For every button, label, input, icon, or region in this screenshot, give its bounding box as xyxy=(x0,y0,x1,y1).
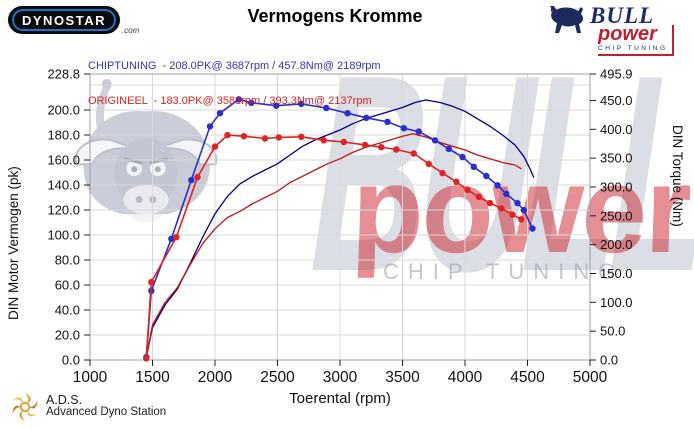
bullpower-logo: BULL power CHIP TUNING xyxy=(546,3,692,56)
svg-text:200.0: 200.0 xyxy=(47,103,80,118)
svg-text:160.0: 160.0 xyxy=(47,153,80,168)
y-axis-left-title: DIN Motor Vermogen (pk) xyxy=(6,166,21,320)
svg-text:1500: 1500 xyxy=(135,369,170,386)
svg-text:2500: 2500 xyxy=(260,369,295,386)
svg-text:228.8: 228.8 xyxy=(47,67,80,82)
svg-text:300.0: 300.0 xyxy=(600,179,633,194)
ads-name-text: Advanced Dyno Station xyxy=(46,406,167,418)
dynostar-logo-border xyxy=(12,9,116,31)
x-axis-title: Toerental (rpm) xyxy=(289,390,391,407)
svg-text:350.0: 350.0 xyxy=(600,151,633,166)
svg-text:100.0: 100.0 xyxy=(600,295,633,310)
svg-text:180.0: 180.0 xyxy=(47,128,80,143)
svg-text:60.0: 60.0 xyxy=(55,278,80,293)
bull-icon xyxy=(550,6,584,33)
svg-text:80.0: 80.0 xyxy=(55,253,80,268)
bullpower-brand-text: BULL xyxy=(590,3,655,28)
svg-text:0.0: 0.0 xyxy=(600,353,618,368)
svg-text:100.0: 100.0 xyxy=(47,228,80,243)
svg-text:200.0: 200.0 xyxy=(600,237,633,252)
svg-text:400.0: 400.0 xyxy=(600,122,633,137)
bullpower-sub-block: power CHIP TUNING xyxy=(598,23,674,56)
page-title: Vermogens Kromme xyxy=(247,6,423,26)
svg-text:4000: 4000 xyxy=(448,369,483,386)
svg-text:2000: 2000 xyxy=(198,369,233,386)
ads-abbr-text: A.D.S. xyxy=(46,393,83,407)
svg-text:250.0: 250.0 xyxy=(600,208,633,223)
svg-text:50.0: 50.0 xyxy=(600,324,625,339)
legend-origineel: ORIGINEEL - 183.0PK@ 3583rpm / 393.3Nm@ … xyxy=(88,94,372,107)
svg-text:5000: 5000 xyxy=(573,369,608,386)
ads-swirl-icon xyxy=(12,392,38,422)
svg-text:0.0: 0.0 xyxy=(62,353,80,368)
svg-text:3500: 3500 xyxy=(385,369,420,386)
svg-text:20.0: 20.0 xyxy=(55,328,80,343)
svg-text:4500: 4500 xyxy=(510,369,545,386)
svg-text:140.0: 140.0 xyxy=(47,178,80,193)
y-axis-right-title: DIN Torque (Nm) xyxy=(670,125,685,227)
dynostar-logo: DYNOSTAR xyxy=(8,6,120,34)
chart-legend: CHIPTUNING - 208.0PK@ 3687rpm / 457.8Nm@… xyxy=(88,38,381,130)
bullpower-tagline-text: CHIP TUNING xyxy=(598,45,668,52)
svg-text:40.0: 40.0 xyxy=(55,303,80,318)
dynostar-logo-suffix: .com xyxy=(122,26,140,35)
svg-text:495.9: 495.9 xyxy=(600,67,633,82)
svg-text:150.0: 150.0 xyxy=(600,266,633,281)
svg-text:120.0: 120.0 xyxy=(47,203,80,218)
svg-text:450.0: 450.0 xyxy=(600,93,633,108)
svg-text:3000: 3000 xyxy=(323,369,358,386)
legend-chiptuning: CHIPTUNING - 208.0PK@ 3687rpm / 457.8Nm@… xyxy=(88,60,381,72)
dynostar-logo-text: DYNOSTAR xyxy=(22,12,106,28)
svg-text:1000: 1000 xyxy=(73,369,108,386)
ads-logo: A.D.S. Advanced Dyno Station xyxy=(10,392,166,422)
bullpower-power-text: power xyxy=(598,23,657,45)
